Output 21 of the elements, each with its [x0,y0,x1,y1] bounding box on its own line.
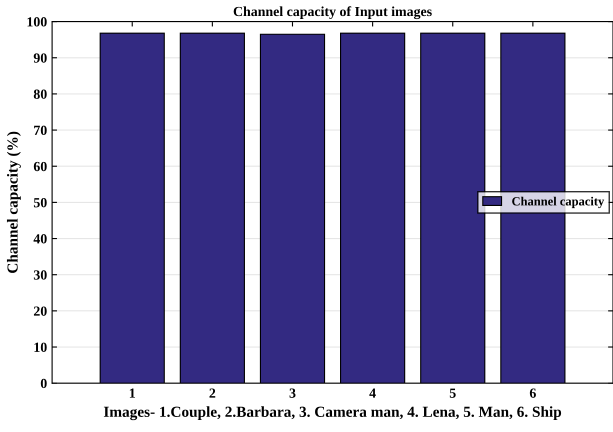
y-tick-label: 30 [34,270,47,280]
x-tick-label: 5 [450,388,456,398]
y-tick-label: 90 [34,53,47,63]
x-tick-label: 4 [369,388,376,398]
x-tick-label: 6 [530,388,536,398]
x-tick-label: 3 [290,388,296,398]
x-tick-label: 1 [130,388,135,398]
y-tick-label: 80 [34,90,47,99]
y-tick-label: 100 [28,17,47,27]
chart-title: Channel capacity of Input images [234,6,432,20]
y-tick-label: 10 [34,342,47,352]
x-tick-label: 2 [209,388,216,398]
legend-label: Channel capacity [512,196,604,208]
y-tick-label: 60 [34,162,47,172]
y-tick-label: 40 [34,234,47,244]
y-tick-label: 0 [40,378,47,388]
y-tick-label: 70 [34,126,47,136]
x-axis-title: Images- 1.Couple, 2.Barbara, 3. Camera man, 4. Lena, 5. Man, 6. Ship [104,406,562,420]
y-tick-label: 20 [34,306,47,316]
y-axis-title: Channel capacity (%) [6,132,21,273]
y-tick-label: 50 [34,198,47,208]
